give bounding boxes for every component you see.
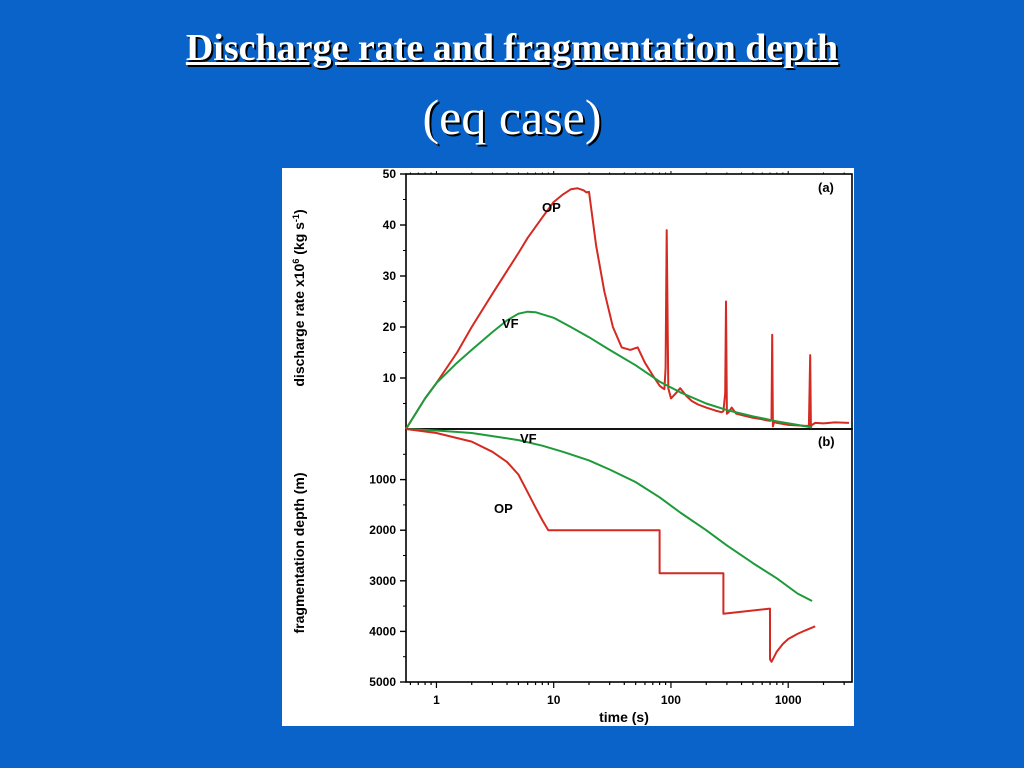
slide-title: Discharge rate and fragmentation depth <box>185 27 839 69</box>
panel-a-frame <box>405 173 853 430</box>
ytick-label-a: 30 <box>383 269 397 283</box>
ytick-label-b: 2000 <box>369 523 396 537</box>
axes-layer <box>405 173 853 683</box>
xtick-label: 1000 <box>775 693 802 707</box>
series-line-op <box>405 428 816 663</box>
ytick-label-b: 4000 <box>369 624 396 638</box>
series-label-op: OP <box>542 200 561 215</box>
ytick-label-a: 10 <box>383 371 397 385</box>
ylabel-a: discharge rate x106 (kg s-1) <box>291 209 307 386</box>
xlabel: time (s) <box>599 709 649 725</box>
slide-subtitle: (eq case) <box>422 89 602 145</box>
series-line-vf <box>405 310 813 430</box>
series-label-op: OP <box>494 501 513 516</box>
xtick-label: 1 <box>433 693 440 707</box>
panel-b-frame <box>405 428 853 683</box>
ytick-label-a: 40 <box>383 218 397 232</box>
ytick-label-b: 3000 <box>369 574 396 588</box>
ytick-label-a: 20 <box>383 320 397 334</box>
series-line-op <box>405 187 850 430</box>
ytick-label-b: 5000 <box>369 675 396 689</box>
ylabel-b: fragmentation depth (m) <box>291 473 307 634</box>
panel-a-label: (a) <box>818 180 834 195</box>
series-line-vf <box>405 428 813 602</box>
ytick-label-a: 50 <box>383 168 397 181</box>
series-layer <box>405 187 850 663</box>
series-label-vf: VF <box>502 316 519 331</box>
labels-layer: 10 20 30 40 50 1000 2000 3000 4000 5000 1 10 100 1000… <box>369 168 802 707</box>
ytick-label-b: 1000 <box>369 473 396 487</box>
panel-b-label: (b) <box>818 434 835 449</box>
ticks-layer <box>400 171 845 688</box>
series-label-vf: VF <box>520 431 537 446</box>
figure-panel: 10 20 30 40 50 1000 2000 3000 4000 5000 1 10 100 1000… <box>282 168 854 726</box>
xtick-label: 10 <box>547 693 561 707</box>
xtick-label: 100 <box>661 693 681 707</box>
chart-svg: 10 20 30 40 50 1000 2000 3000 4000 5000 1 10 100 1000… <box>291 168 853 725</box>
